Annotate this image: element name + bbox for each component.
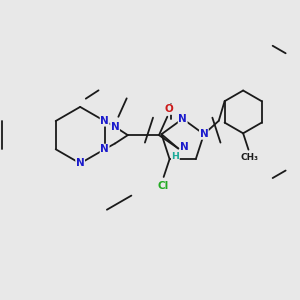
Text: CH₃: CH₃ — [241, 153, 259, 162]
Text: Cl: Cl — [158, 181, 169, 191]
Text: N: N — [76, 158, 85, 168]
Text: N: N — [100, 144, 109, 154]
Text: N: N — [111, 122, 119, 132]
Text: N: N — [178, 114, 187, 124]
Text: N: N — [100, 116, 109, 126]
Text: O: O — [164, 104, 173, 114]
Text: N: N — [181, 142, 189, 152]
Text: N: N — [200, 129, 208, 139]
Text: H: H — [171, 152, 179, 161]
